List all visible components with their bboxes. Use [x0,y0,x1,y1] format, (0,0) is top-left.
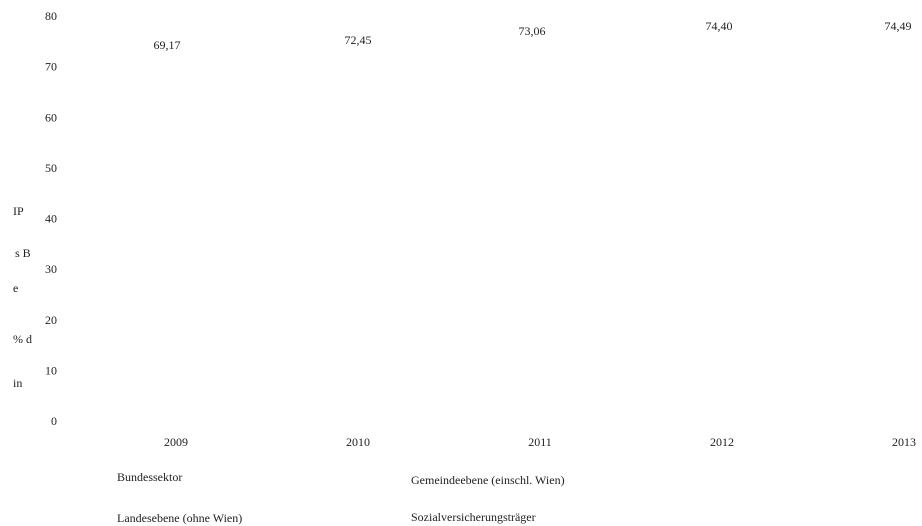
y-axis-label-line: IP [13,204,24,218]
y-axis-ticks: 0 10 20 30 40 50 60 70 80 [45,9,57,428]
data-label-total: 74,40 [706,19,733,33]
y-tick-label: 10 [45,363,57,377]
x-tick-label: 2011 [528,435,552,449]
data-label-total: 72,45 [345,33,372,47]
y-tick-label: 30 [45,262,57,276]
y-tick-label: 80 [45,9,57,23]
y-tick-label: 70 [45,60,57,74]
x-tick-label: 2010 [346,435,370,449]
x-tick-label: 2013 [892,435,916,449]
data-label-total: 69,17 [154,38,181,52]
y-axis-label-line: in [13,376,23,390]
x-tick-label: 2012 [710,435,734,449]
legend-item-gemeindeebene: Gemeindeebene (einschl. Wien) [411,473,565,487]
y-tick-label: 40 [45,212,57,226]
x-axis-ticks: 2009 2010 2011 2012 2013 [164,435,916,449]
y-axis-label: IP s B e % d in [13,176,32,404]
data-label-total: 74,49 [885,19,912,33]
data-label-total: 73,06 [519,24,546,38]
y-tick-label: 20 [45,313,57,327]
y-tick-label: 60 [45,110,57,124]
legend-item-bundessektor: Bundessektor [117,470,183,484]
y-tick-label: 50 [45,161,57,175]
y-axis-label-line: e [13,281,19,295]
legend-item-landesebene: Landesebene (ohne Wien) [117,511,243,525]
y-axis-label-line: s B [15,246,31,260]
y-tick-label: 0 [51,414,57,428]
data-labels: 69,17 72,45 73,06 74,40 74,49 [154,19,912,52]
x-tick-label: 2009 [164,435,188,449]
legend-item-sozialversicherung: Sozialversicherungsträger [411,510,536,524]
y-axis-label-line: % d [13,332,32,346]
